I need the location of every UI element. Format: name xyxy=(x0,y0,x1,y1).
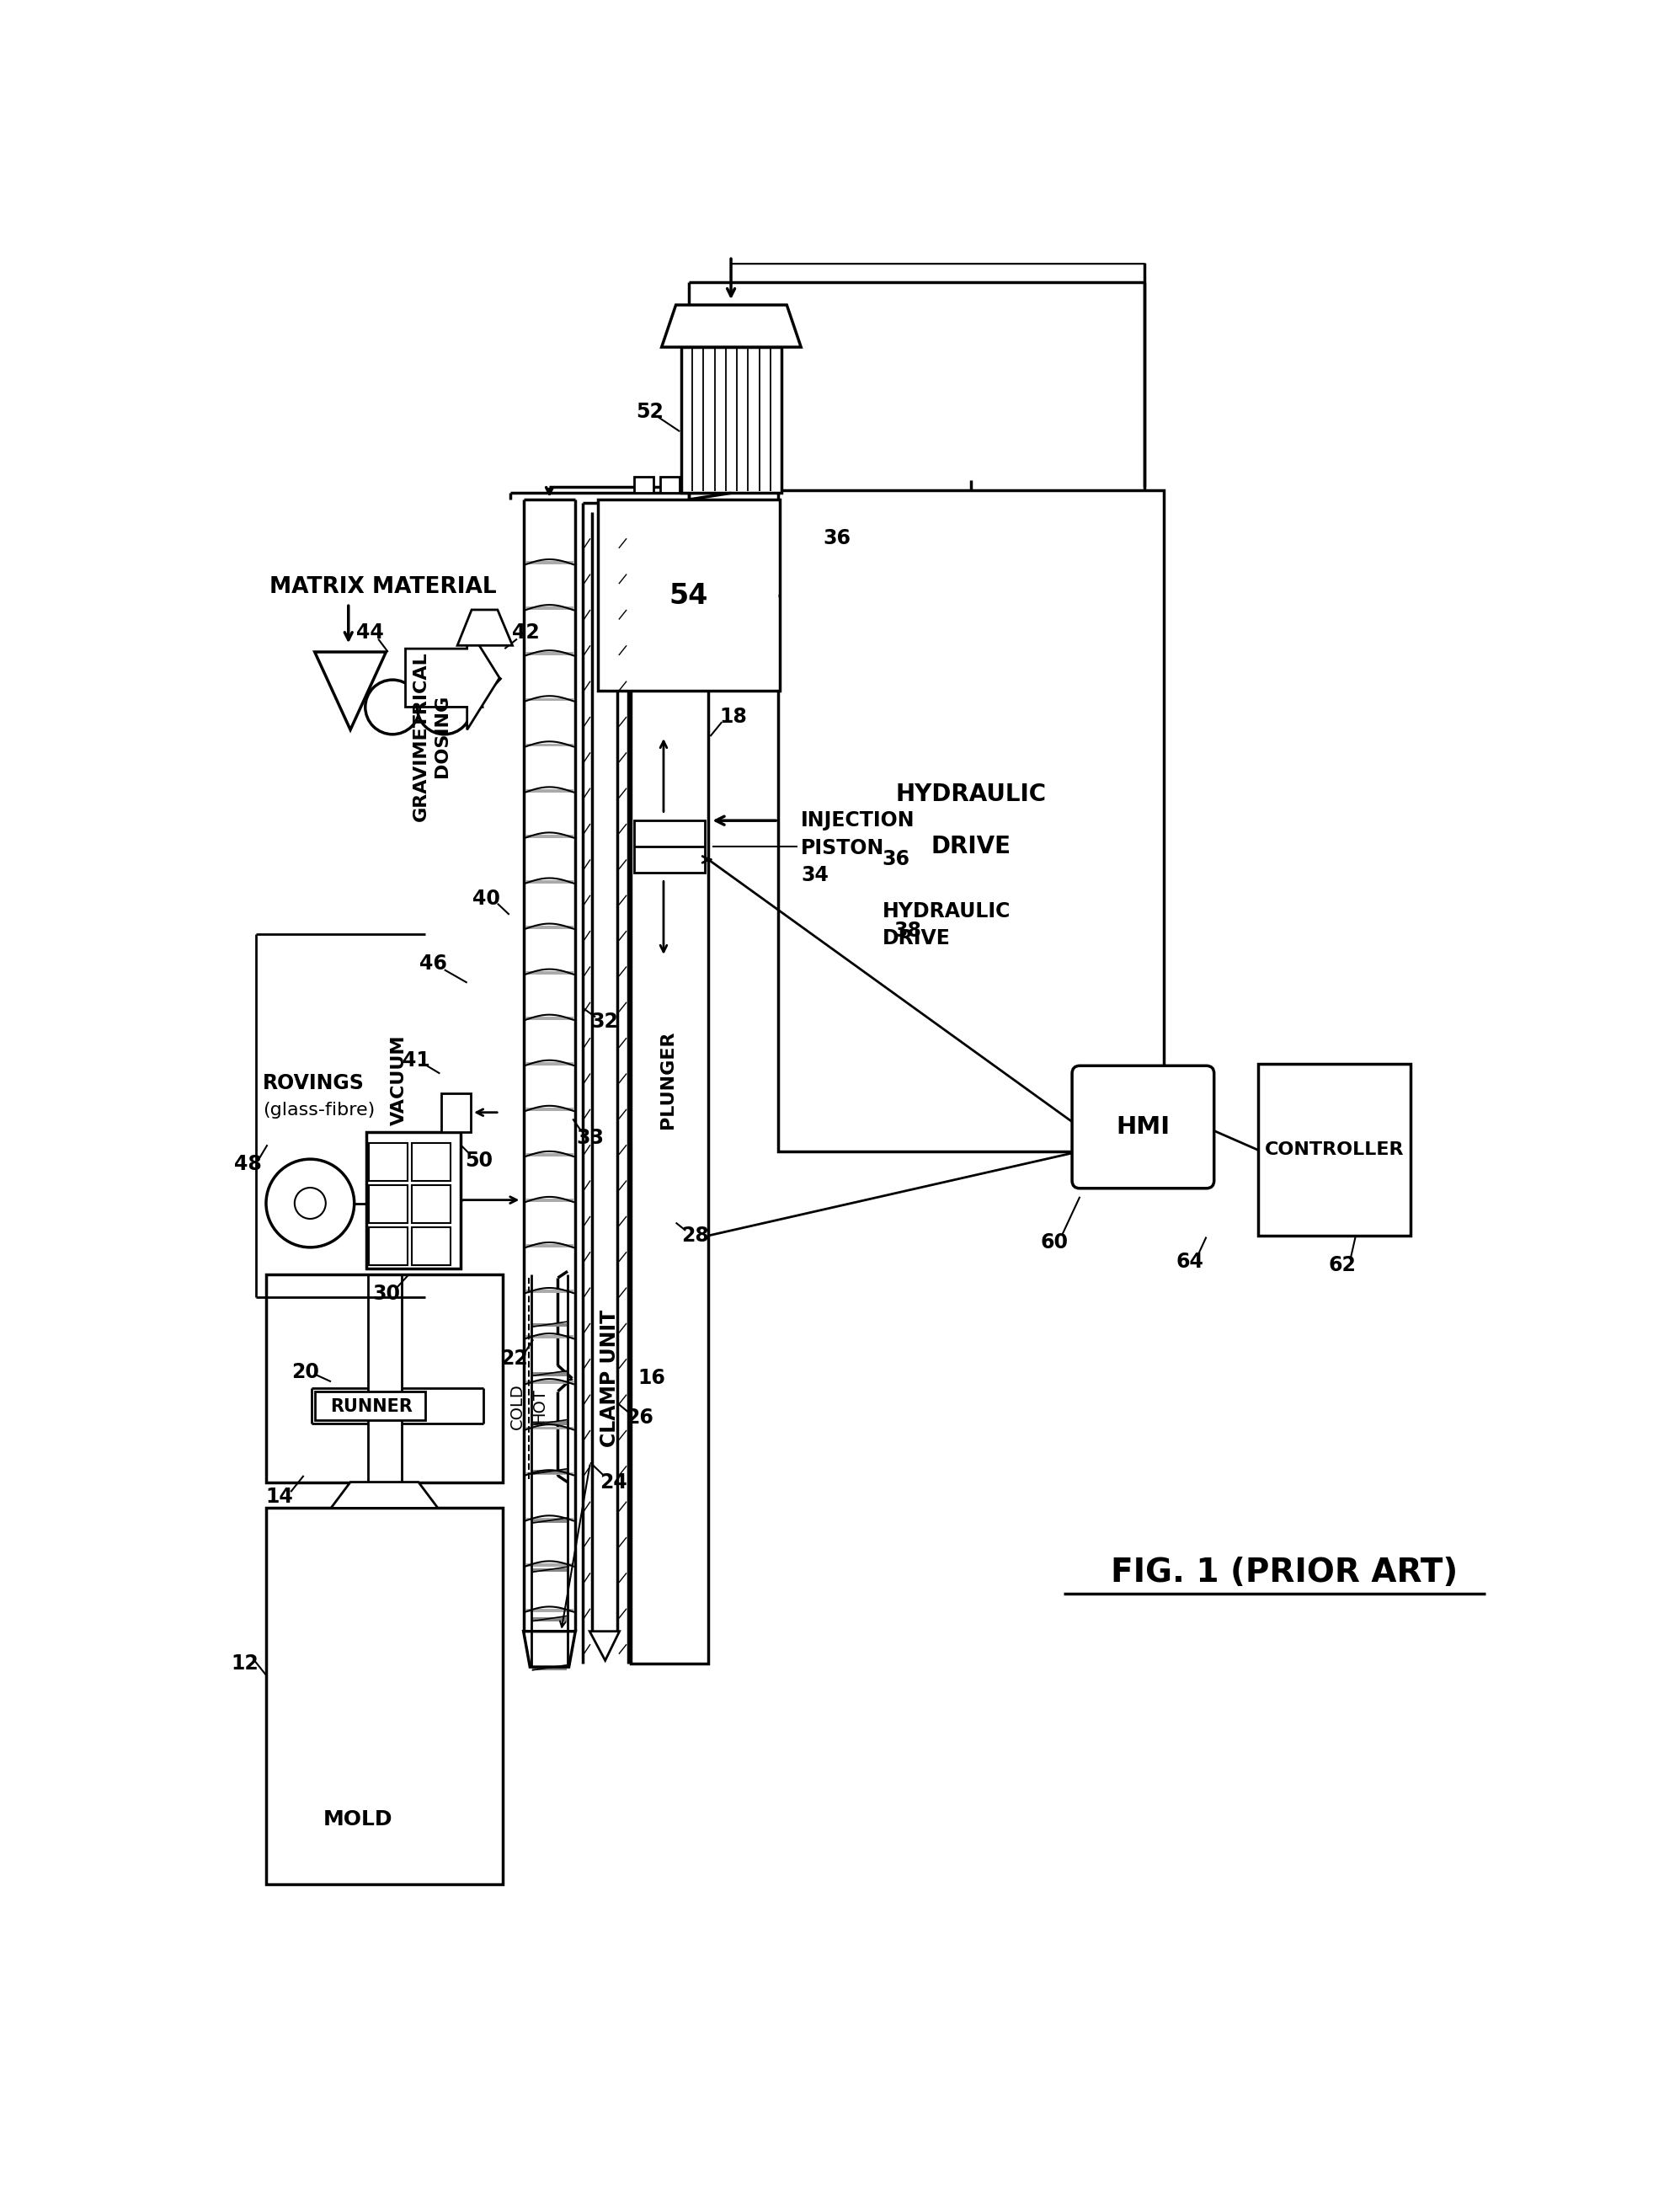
Text: 64: 64 xyxy=(1176,1250,1205,1272)
Text: 34: 34 xyxy=(801,865,828,885)
Polygon shape xyxy=(457,609,512,646)
Text: DRIVE: DRIVE xyxy=(882,929,951,948)
Text: 62: 62 xyxy=(1329,1255,1356,1275)
Bar xyxy=(442,1093,470,1132)
Polygon shape xyxy=(331,1483,438,1509)
Text: VACUUM: VACUUM xyxy=(390,1034,408,1126)
Text: 46: 46 xyxy=(420,953,447,972)
Bar xyxy=(680,346,781,493)
Text: FIG. 1 (PRIOR ART): FIG. 1 (PRIOR ART) xyxy=(1110,1557,1458,1590)
Text: 18: 18 xyxy=(719,707,748,727)
Text: RUNNER: RUNNER xyxy=(329,1397,412,1415)
Text: PISTON: PISTON xyxy=(801,839,885,858)
Polygon shape xyxy=(314,653,386,729)
Bar xyxy=(635,477,654,493)
Polygon shape xyxy=(590,1632,620,1660)
Text: HMI: HMI xyxy=(1116,1115,1169,1139)
Text: HYDRAULIC: HYDRAULIC xyxy=(882,902,1010,922)
Bar xyxy=(368,1143,408,1180)
Text: 12: 12 xyxy=(230,1653,259,1673)
Text: 40: 40 xyxy=(472,889,501,909)
Text: 38: 38 xyxy=(894,920,922,942)
Bar xyxy=(598,499,780,690)
Bar xyxy=(412,1185,450,1222)
Bar xyxy=(265,1509,502,1883)
Text: 30: 30 xyxy=(373,1283,400,1303)
Bar xyxy=(368,1226,408,1266)
Text: 16: 16 xyxy=(638,1369,665,1388)
Text: 48: 48 xyxy=(234,1154,262,1174)
Text: 36: 36 xyxy=(823,528,850,548)
Bar xyxy=(635,821,706,872)
Text: HOT: HOT xyxy=(531,1388,548,1424)
Text: 50: 50 xyxy=(465,1152,492,1172)
Text: (glass-fibre): (glass-fibre) xyxy=(262,1102,375,1119)
Bar xyxy=(412,1226,450,1266)
Polygon shape xyxy=(662,304,801,346)
Text: INJECTION: INJECTION xyxy=(801,810,916,830)
Text: 28: 28 xyxy=(682,1226,709,1246)
Text: ROVINGS: ROVINGS xyxy=(262,1073,365,1093)
Circle shape xyxy=(265,1159,354,1248)
Text: PLUNGER: PLUNGER xyxy=(660,1031,677,1130)
Text: 44: 44 xyxy=(356,622,383,642)
Polygon shape xyxy=(524,1632,575,1667)
Text: 36: 36 xyxy=(882,850,911,869)
Text: 22: 22 xyxy=(501,1349,528,1369)
Bar xyxy=(412,1143,450,1180)
Text: 32: 32 xyxy=(591,1012,618,1031)
Circle shape xyxy=(365,679,420,734)
Text: MOLD: MOLD xyxy=(324,1809,393,1829)
Circle shape xyxy=(417,679,472,734)
Text: CONTROLLER: CONTROLLER xyxy=(1265,1141,1404,1159)
Text: HYDRAULIC: HYDRAULIC xyxy=(895,782,1047,806)
Circle shape xyxy=(294,1187,326,1220)
Text: 41: 41 xyxy=(403,1051,430,1071)
Text: 42: 42 xyxy=(512,622,539,642)
Text: COLD: COLD xyxy=(509,1384,526,1430)
Text: 20: 20 xyxy=(291,1362,319,1382)
Bar xyxy=(632,504,709,1664)
Text: 24: 24 xyxy=(600,1472,627,1491)
Text: 26: 26 xyxy=(625,1408,654,1428)
Text: MATRIX MATERIAL: MATRIX MATERIAL xyxy=(269,576,496,598)
Bar xyxy=(778,491,1164,1152)
Bar xyxy=(660,477,680,493)
Bar xyxy=(1258,1064,1411,1235)
Text: 33: 33 xyxy=(576,1128,605,1148)
Text: CLAMP UNIT: CLAMP UNIT xyxy=(600,1310,620,1448)
Text: 14: 14 xyxy=(265,1487,292,1507)
Bar xyxy=(366,1132,460,1268)
Text: GRAVIMETRICAL
DOSING: GRAVIMETRICAL DOSING xyxy=(413,650,450,821)
Text: 52: 52 xyxy=(637,403,664,423)
Bar xyxy=(368,1185,408,1222)
FancyBboxPatch shape xyxy=(1072,1067,1215,1189)
Polygon shape xyxy=(405,626,499,729)
Text: 54: 54 xyxy=(669,583,709,609)
Bar xyxy=(265,1275,502,1483)
Text: DRIVE: DRIVE xyxy=(931,834,1011,858)
Text: 60: 60 xyxy=(1040,1233,1068,1253)
Bar xyxy=(314,1391,425,1421)
